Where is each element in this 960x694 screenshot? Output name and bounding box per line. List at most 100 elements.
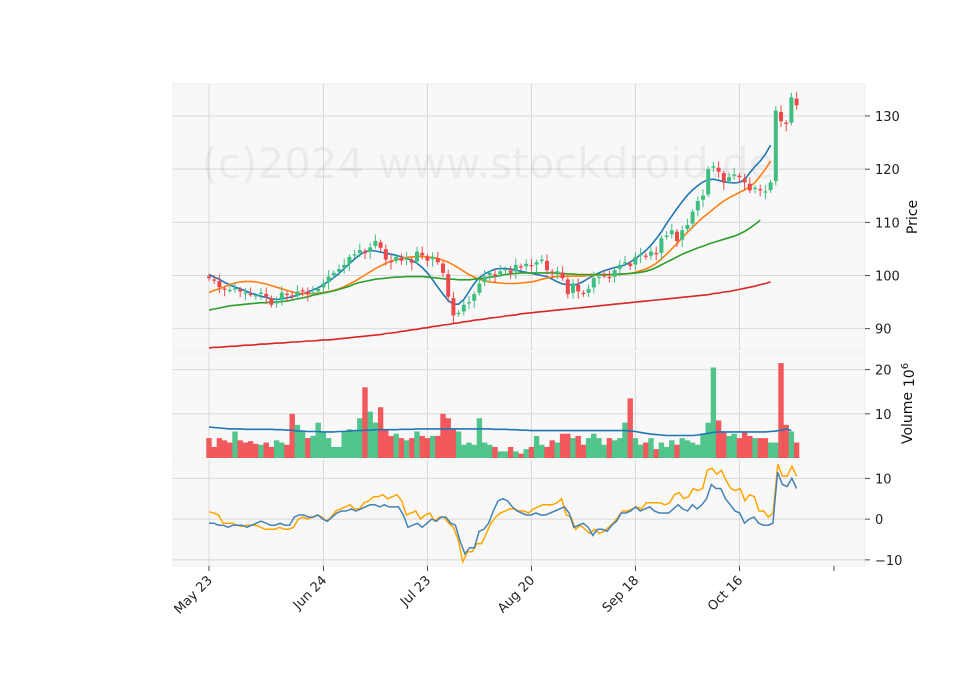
volume-bar bbox=[570, 438, 576, 458]
candle-body bbox=[680, 230, 685, 240]
volume-bar bbox=[320, 431, 327, 458]
candles-group bbox=[207, 92, 799, 323]
volume-bar bbox=[242, 442, 249, 458]
candle-body bbox=[742, 178, 747, 183]
candle-body bbox=[357, 249, 362, 253]
volume-bar bbox=[601, 444, 607, 458]
volume-bar bbox=[268, 446, 275, 458]
volume-bar bbox=[341, 431, 347, 458]
volume-bar bbox=[788, 431, 795, 458]
volume-bar bbox=[715, 420, 722, 458]
volume-axis-label: Volume bbox=[900, 392, 916, 444]
candle-body bbox=[758, 189, 763, 191]
volume-bar bbox=[372, 422, 379, 458]
candle-body bbox=[643, 255, 648, 257]
volume-bar bbox=[539, 444, 545, 458]
candle-body bbox=[576, 284, 581, 292]
volume-bar bbox=[606, 438, 613, 458]
volume-bar bbox=[684, 440, 691, 458]
candle-body bbox=[586, 288, 591, 293]
candle-body bbox=[264, 293, 269, 297]
candle-body bbox=[482, 276, 487, 283]
volume-bar bbox=[705, 422, 711, 458]
candle-body bbox=[591, 278, 596, 288]
candle-body bbox=[534, 262, 539, 265]
volume-bar bbox=[424, 438, 431, 458]
volume-bar bbox=[757, 438, 763, 458]
candle-body bbox=[612, 270, 617, 277]
volume-scale-base: 10 bbox=[902, 369, 918, 387]
volume-bar bbox=[663, 446, 670, 458]
volume-bar bbox=[632, 438, 639, 458]
x-tick-label: May 23 bbox=[172, 573, 216, 617]
volume-bar bbox=[331, 446, 337, 458]
volume-tick-label: 10 bbox=[875, 408, 892, 423]
candle-body bbox=[316, 288, 321, 292]
volume-bar bbox=[637, 444, 644, 458]
indicator-line-fast bbox=[208, 463, 798, 565]
x-tick-label: Jun 24 bbox=[290, 573, 330, 613]
candle-body bbox=[290, 295, 295, 297]
candle-body bbox=[727, 177, 731, 182]
volume-bar bbox=[585, 438, 592, 458]
volume-bar bbox=[476, 418, 483, 458]
candle-body bbox=[420, 252, 425, 256]
volume-bar bbox=[466, 442, 472, 458]
volume-bar bbox=[793, 442, 800, 458]
candle-body bbox=[435, 258, 440, 263]
candle-body bbox=[737, 175, 742, 178]
volume-bar bbox=[377, 407, 384, 458]
candle-body bbox=[487, 272, 492, 276]
candle-body bbox=[399, 258, 404, 261]
volume-bar bbox=[783, 424, 789, 458]
volume-bar bbox=[253, 443, 259, 458]
candle-body bbox=[352, 254, 357, 256]
candle-body bbox=[508, 270, 513, 273]
price-tick-label: 110 bbox=[875, 216, 900, 231]
candle-body bbox=[545, 260, 549, 271]
volume-ma-line bbox=[208, 426, 792, 437]
volume-bar bbox=[325, 438, 332, 458]
volume-bar bbox=[487, 444, 493, 458]
candle-body bbox=[456, 312, 461, 315]
volume-bar bbox=[232, 431, 238, 458]
candle-body bbox=[555, 271, 560, 273]
candle-body bbox=[441, 263, 445, 273]
volume-bar bbox=[367, 411, 373, 458]
candle-body bbox=[721, 173, 726, 183]
candle-body bbox=[347, 256, 352, 264]
volume-bar bbox=[403, 440, 410, 458]
volume-bar bbox=[502, 451, 509, 458]
volume-bar bbox=[575, 435, 581, 458]
volume-bar bbox=[263, 442, 269, 458]
volume-bar bbox=[627, 398, 633, 458]
indicator-tick-label: −10 bbox=[875, 554, 902, 569]
volume-bar bbox=[273, 440, 280, 458]
candle-body bbox=[565, 279, 570, 295]
volume-bar bbox=[523, 449, 529, 458]
candle-body bbox=[519, 266, 523, 268]
x-tick-label: Aug 20 bbox=[495, 573, 538, 616]
volume-bar bbox=[388, 435, 394, 458]
indicator-tick-label: 0 bbox=[875, 513, 883, 528]
volume-bar bbox=[674, 444, 680, 458]
volume-bar bbox=[357, 418, 363, 458]
candle-body bbox=[747, 183, 752, 191]
volume-bar bbox=[299, 431, 306, 458]
candle-body bbox=[789, 97, 794, 123]
candle-body bbox=[581, 292, 586, 295]
volume-bar bbox=[747, 435, 753, 458]
candle-body bbox=[768, 182, 773, 191]
candle-body bbox=[378, 242, 383, 248]
volume-bar bbox=[731, 433, 737, 458]
volume-bar bbox=[315, 422, 321, 458]
volume-bar bbox=[565, 433, 571, 458]
candle-body bbox=[701, 195, 705, 200]
candle-body bbox=[279, 292, 284, 300]
candle-body bbox=[222, 288, 227, 290]
candle-body bbox=[404, 258, 409, 260]
candle-body bbox=[326, 276, 331, 283]
series-line-ma200 bbox=[208, 281, 771, 349]
candle-body bbox=[617, 264, 622, 269]
